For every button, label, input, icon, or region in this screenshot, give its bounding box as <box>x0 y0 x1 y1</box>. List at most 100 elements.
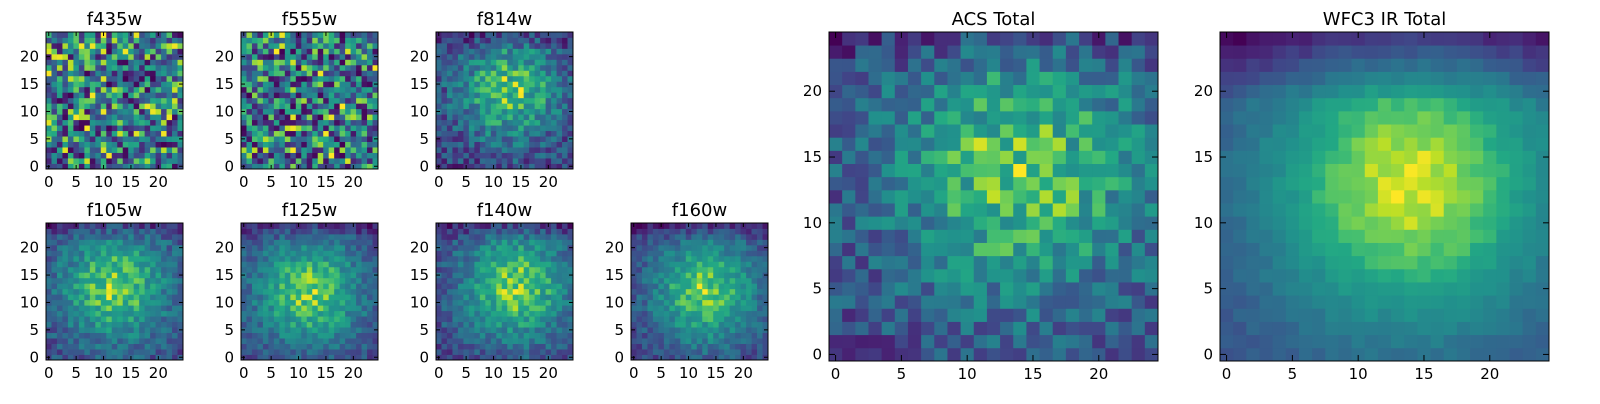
heatmap-cell <box>658 294 664 300</box>
heatmap-cell <box>895 229 909 243</box>
heatmap-cell <box>367 256 373 262</box>
heatmap-cell <box>855 203 869 217</box>
heatmap-cell <box>362 250 368 256</box>
heatmap-cell <box>502 142 508 148</box>
heatmap-cell <box>312 147 318 153</box>
heatmap-cell <box>117 37 123 43</box>
heatmap-cell <box>730 245 736 251</box>
heatmap-cell <box>463 311 469 317</box>
heatmap-cell <box>68 327 74 333</box>
heatmap-cell <box>562 333 568 339</box>
heatmap-cell <box>68 103 74 109</box>
heatmap-cell <box>334 289 340 295</box>
heatmap-cell <box>436 322 442 328</box>
heatmap-cell <box>351 103 357 109</box>
y-tick-label: 20 <box>410 48 429 66</box>
heatmap-cell <box>263 311 269 317</box>
heatmap-cell <box>691 311 697 317</box>
heatmap-cell <box>719 300 725 306</box>
heatmap-cell <box>340 327 346 333</box>
heatmap-cell <box>318 294 324 300</box>
heatmap-cell <box>752 338 758 344</box>
heatmap-cell <box>161 300 167 306</box>
heatmap-cell <box>301 256 307 262</box>
heatmap-cell <box>323 92 329 98</box>
heatmap-cell <box>463 59 469 65</box>
heatmap-cell <box>279 109 285 115</box>
heatmap-cell <box>452 300 458 306</box>
heatmap-cell <box>719 294 725 300</box>
heatmap-cell <box>285 338 291 344</box>
heatmap-cell <box>362 48 368 54</box>
heatmap-cell <box>653 256 659 262</box>
heatmap-cell <box>557 245 563 251</box>
heatmap-cell <box>172 322 178 328</box>
heatmap-cell <box>156 103 162 109</box>
heatmap-cell <box>263 294 269 300</box>
heatmap-cell <box>713 311 719 317</box>
heatmap-cell <box>312 153 318 159</box>
heatmap-cell <box>340 305 346 311</box>
heatmap-cell <box>73 261 79 267</box>
heatmap-cell <box>557 349 563 355</box>
heatmap-cell <box>480 327 486 333</box>
heatmap-cell <box>307 87 313 93</box>
heatmap-cell <box>167 92 173 98</box>
heatmap-cell <box>334 311 340 317</box>
heatmap-cell <box>156 349 162 355</box>
heatmap-cell <box>474 294 480 300</box>
heatmap-cell <box>669 223 675 229</box>
heatmap-cell <box>290 125 296 131</box>
heatmap-cell <box>680 289 686 295</box>
heatmap-cell <box>301 278 307 284</box>
heatmap-cell <box>139 239 145 245</box>
heatmap-cell <box>719 278 725 284</box>
heatmap-cell <box>653 250 659 256</box>
heatmap-cell <box>90 245 96 251</box>
heatmap-cell <box>557 153 563 159</box>
heatmap-cell <box>463 322 469 328</box>
y-tick-label: 5 <box>614 321 624 339</box>
heatmap-cell <box>246 136 252 142</box>
heatmap-cell <box>296 43 302 49</box>
heatmap-cell <box>68 109 74 115</box>
heatmap-cell <box>664 261 670 267</box>
heatmap-cell <box>463 92 469 98</box>
heatmap-cell <box>436 43 442 49</box>
heatmap-cell <box>340 98 346 104</box>
heatmap-cell <box>356 103 362 109</box>
heatmap-cell <box>68 76 74 82</box>
heatmap-cell <box>452 131 458 137</box>
heatmap-cell <box>123 43 129 49</box>
heatmap-cell <box>719 344 725 350</box>
heatmap-cell <box>362 338 368 344</box>
heatmap-cell <box>491 158 497 164</box>
heatmap-cell <box>112 322 118 328</box>
heatmap-cell <box>139 234 145 240</box>
heatmap-cell <box>318 305 324 311</box>
heatmap-cell <box>686 289 692 295</box>
heatmap-cell <box>463 142 469 148</box>
heatmap-cell <box>636 349 642 355</box>
heatmap-cell <box>62 239 68 245</box>
heatmap-cell <box>345 239 351 245</box>
heatmap-cell <box>752 239 758 245</box>
heatmap-cell <box>546 267 552 273</box>
heatmap-cell <box>145 283 151 289</box>
heatmap-cell <box>730 311 736 317</box>
heatmap-cell <box>675 250 681 256</box>
heatmap-cell <box>51 158 57 164</box>
heatmap-cell <box>51 70 57 76</box>
heatmap-cell <box>947 216 961 230</box>
heatmap-cell <box>290 76 296 82</box>
heatmap-cell <box>1040 190 1054 204</box>
heatmap-cell <box>290 54 296 60</box>
heatmap-cell <box>167 311 173 317</box>
heatmap-cell <box>268 136 274 142</box>
heatmap-cell <box>246 272 252 278</box>
heatmap-cell <box>546 283 552 289</box>
heatmap-cell <box>290 153 296 159</box>
heatmap-cell <box>746 223 752 229</box>
heatmap-cell <box>139 261 145 267</box>
heatmap-cell <box>702 338 708 344</box>
